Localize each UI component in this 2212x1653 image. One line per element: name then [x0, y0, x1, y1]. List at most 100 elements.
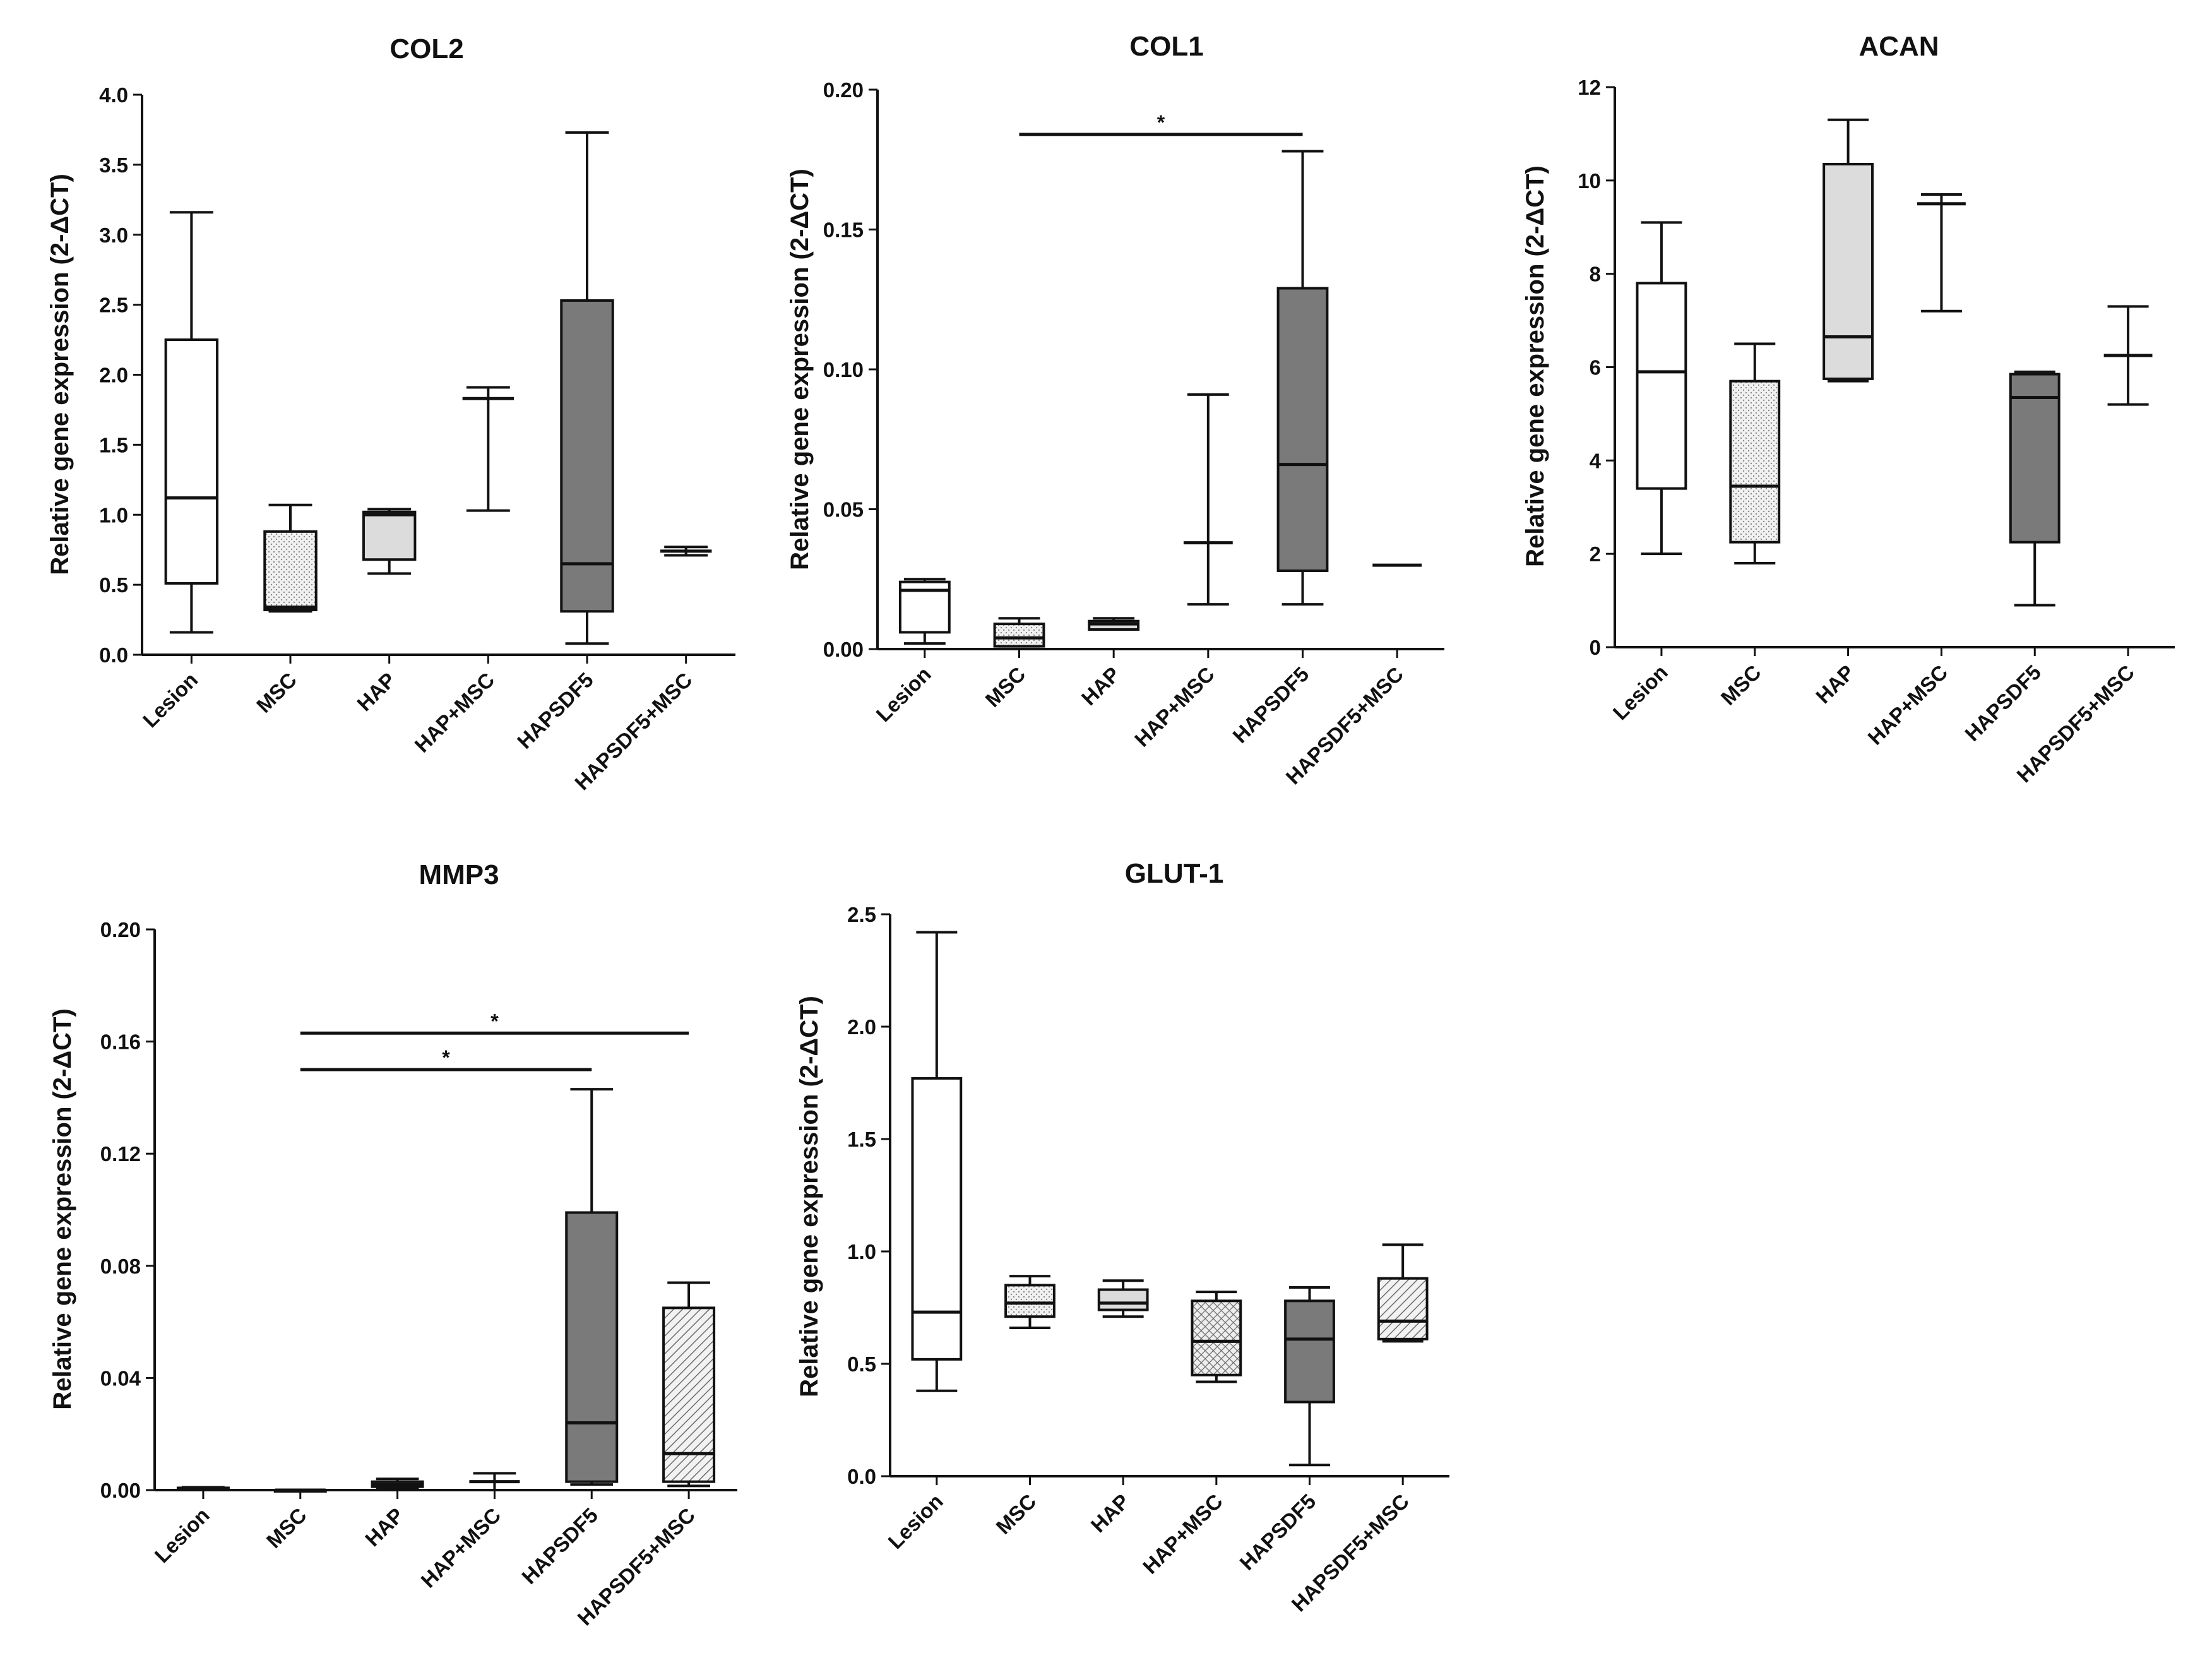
panel-col1: COL1 Relative gene expression (2-ΔCT) 0.00… — [786, 31, 1444, 789]
x-tick-label-hap: HAP — [1086, 1489, 1134, 1537]
box-lesion — [898, 578, 951, 645]
box-hap — [371, 1477, 424, 1490]
box-hapsdf5 — [1276, 150, 1329, 606]
x-tick-label-hapsdf5: HAPSDF5 — [1960, 660, 2045, 746]
y-tick-label: 0.12 — [100, 1142, 141, 1166]
y-tick-label: 0.5 — [847, 1352, 876, 1376]
y-tick-label: 2.5 — [847, 903, 876, 926]
significance-star: * — [442, 1046, 450, 1069]
box-msc — [263, 503, 318, 613]
x-tick-label-lesion: Lesion — [150, 1503, 213, 1567]
box-hapsdf5 — [560, 131, 614, 645]
box-hap — [1088, 617, 1140, 631]
box-lesion — [164, 211, 219, 634]
chart-title: ACAN — [1858, 31, 1939, 62]
chart-title: COL2 — [389, 33, 463, 64]
box-msc — [1729, 342, 1781, 564]
x-tick-label-lesion: Lesion — [883, 1489, 947, 1553]
panel-acan: ACAN Relative gene expression (2-ΔCT) 0 2 4 6… — [1521, 31, 2175, 787]
y-tick-label: 4 — [1590, 449, 1602, 472]
chart-title: GLUT-1 — [1125, 858, 1223, 889]
box-hap-plus-msc — [462, 386, 514, 512]
x-tick-label-hap: HAP — [1811, 660, 1858, 708]
y-tick-label: 0 — [1590, 636, 1601, 659]
y-tick-label: 8 — [1590, 263, 1601, 286]
box-lesion — [1636, 221, 1687, 556]
y-tick-label: 0.05 — [823, 498, 864, 522]
y-tick-label: 2.0 — [99, 364, 128, 387]
y-tick-label: 0.04 — [100, 1366, 141, 1390]
iqr-box — [1191, 1299, 1242, 1376]
x-tick-label-msc: MSC — [980, 662, 1030, 712]
y-tick-label: 0.0 — [99, 643, 128, 667]
y-tick-label: 10 — [1578, 169, 1601, 193]
x-tick-label-lesion: Lesion — [871, 662, 935, 726]
box-hapsdf5 — [565, 1088, 619, 1486]
y-tick-label: 0.00 — [100, 1479, 141, 1502]
iqr-box — [263, 530, 318, 612]
box-hapsdf5 — [1284, 1286, 1335, 1467]
chart-title: MMP3 — [419, 859, 499, 890]
y-tick-label: 1.5 — [99, 433, 128, 457]
box-hapsdf5 — [2009, 370, 2060, 607]
chart-title: COL1 — [1129, 31, 1203, 62]
iqr-box — [362, 510, 417, 561]
y-tick-label: 0.00 — [823, 638, 864, 661]
box-msc — [993, 617, 1045, 648]
iqr-box — [1729, 379, 1781, 544]
x-tick-label-msc: MSC — [262, 1503, 311, 1553]
iqr-box — [1284, 1299, 1335, 1404]
y-axis-label: Relative gene expression (2-ΔCT) — [795, 996, 823, 1397]
iqr-box — [565, 1211, 619, 1483]
box-hapsdf5-plus-msc — [662, 1281, 716, 1488]
box-msc — [1004, 1275, 1055, 1330]
y-tick-label: 0.10 — [823, 358, 864, 381]
x-tick-label-hapsdf5: HAPSDF5 — [517, 1503, 602, 1589]
box-msc — [273, 1488, 327, 1493]
y-tick-label: 6 — [1590, 356, 1601, 379]
y-axis-label: Relative gene expression (2-ΔCT) — [46, 174, 74, 575]
iqr-box — [164, 338, 219, 585]
y-tick-label: 12 — [1578, 76, 1601, 99]
box-hapsdf5-plus-msc — [660, 546, 712, 557]
iqr-box — [1097, 1288, 1149, 1311]
iqr-box — [993, 623, 1045, 648]
y-tick-label: 4.0 — [99, 83, 128, 107]
iqr-box — [662, 1306, 716, 1483]
y-tick-label: 0.20 — [823, 78, 864, 102]
x-tick-label-hapsdf5: HAPSDF5 — [513, 668, 598, 753]
x-tick-label-hap-plus-msc: HAP+MSC — [410, 668, 499, 757]
panel-glut-1: GLUT-1 Relative gene expression (2-ΔCT) 0.… — [795, 858, 1449, 1616]
y-tick-label: 0.15 — [823, 218, 864, 242]
x-tick-label-hapsdf5: HAPSDF5 — [1228, 662, 1313, 748]
significance-star: * — [491, 1010, 499, 1032]
box-hapsdf5-plus-msc — [1377, 1243, 1429, 1343]
y-tick-label: 0.0 — [847, 1465, 876, 1488]
x-tick-label-lesion: Lesion — [138, 668, 202, 732]
x-tick-label-hap: HAP — [1077, 662, 1124, 710]
x-tick-label-hapsdf5: HAPSDF5 — [1235, 1489, 1320, 1575]
iqr-box — [1377, 1277, 1429, 1340]
x-tick-label-hap: HAP — [352, 668, 400, 715]
x-tick-label-msc: MSC — [252, 668, 301, 717]
box-hap-plus-msc — [1183, 393, 1233, 606]
x-tick-label-msc: MSC — [991, 1489, 1040, 1539]
box-lesion — [176, 1486, 230, 1491]
box-hapsdf5-plus-msc — [2103, 305, 2153, 406]
y-tick-label: 2 — [1590, 542, 1601, 566]
iqr-box — [1823, 162, 1874, 380]
iqr-box — [1276, 287, 1329, 572]
y-tick-label: 1.5 — [847, 1128, 876, 1151]
y-tick-label: 0.5 — [99, 573, 128, 597]
box-hap-plus-msc — [1191, 1291, 1242, 1383]
y-tick-label: 3.0 — [99, 224, 128, 247]
box-lesion — [911, 931, 963, 1392]
box-hap — [362, 508, 417, 575]
y-tick-label: 0.16 — [100, 1030, 141, 1054]
y-tick-label: 3.5 — [99, 153, 128, 177]
y-axis-label: Relative gene expression (2-ΔCT) — [1521, 165, 1549, 567]
iqr-box — [911, 1077, 963, 1361]
y-tick-label: 0.20 — [100, 918, 141, 941]
box-hap-plus-msc — [1917, 193, 1966, 313]
